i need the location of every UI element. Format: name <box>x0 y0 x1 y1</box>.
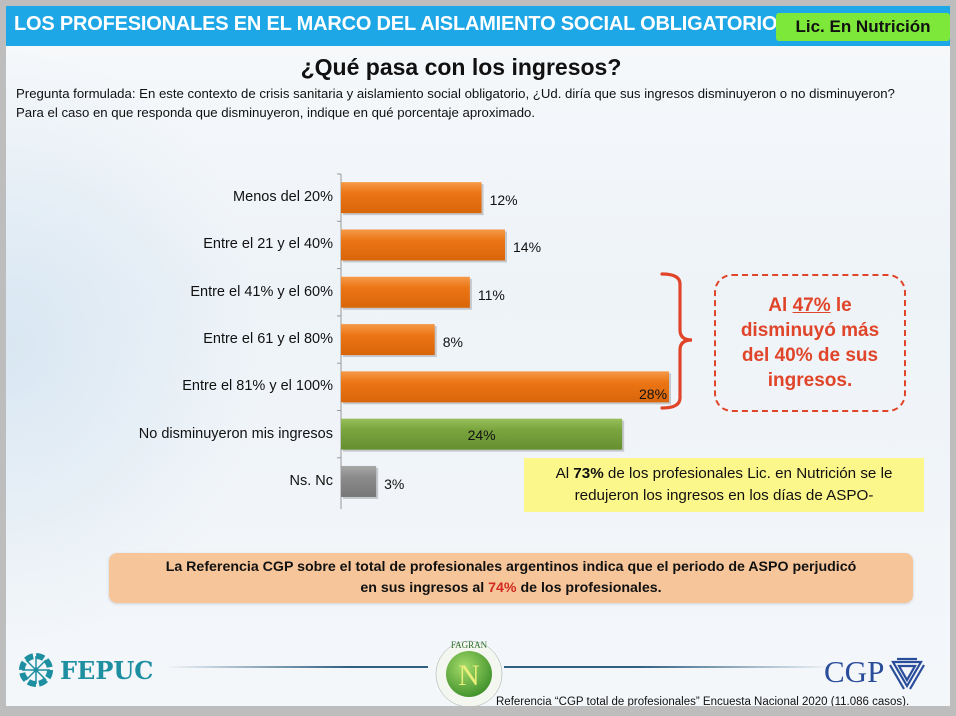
callout-line-3: del 40% de sus <box>741 345 879 366</box>
cgp-logo-text: CGP <box>824 654 885 689</box>
summary-highlight: 73% <box>573 465 604 482</box>
cgp-emblem-icon <box>889 657 926 690</box>
summary-line-2: redujeron los ingresos en los días de AS… <box>574 487 874 504</box>
category-label: No disminuyeron mis ingresos <box>138 425 333 442</box>
summary-note: Al 73% de los profesionales Lic. en Nutr… <box>524 458 924 512</box>
bar <box>341 465 377 497</box>
bracket-icon <box>660 272 693 410</box>
fepuc-wheel-icon <box>19 653 53 687</box>
category-label: Ns. Nc <box>289 472 334 489</box>
question-text: Pregunta formulada: En este contexto de … <box>16 86 895 120</box>
category-label: Entre el 81% y el 100% <box>182 378 333 395</box>
callout-line-2: disminuyó más <box>740 320 880 341</box>
bar <box>341 229 505 261</box>
category-label: Menos del 20% <box>233 189 333 206</box>
footer-divider-left <box>166 666 428 668</box>
fepuc-logo-text: FEPUC <box>60 655 154 685</box>
callout-line-1: Al 47% le <box>768 295 852 316</box>
category-label: Entre el 61 y el 80% <box>203 331 333 348</box>
value-label: 12% <box>489 192 518 209</box>
footer-divider-right <box>504 666 834 668</box>
value-label: 3% <box>384 475 405 492</box>
reference-line-2: en sus ingresos al 74% de los profesiona… <box>360 580 662 596</box>
category-label: Entre el 41% y el 60% <box>190 283 333 300</box>
footnote: Referencia “CGP total de profesionales” … <box>496 696 910 706</box>
header-bar: LOS PROFESIONALES EN EL MARCO DEL AISLAM… <box>6 6 950 46</box>
value-label: 28% <box>639 386 668 403</box>
svg-text:FAGRAN: FAGRAN <box>451 640 488 650</box>
callout-47-percent: Al 47% le disminuyó más del 40% de sus i… <box>714 274 906 412</box>
bar <box>341 182 482 214</box>
bar <box>341 418 623 450</box>
svg-text:N: N <box>458 659 480 692</box>
value-label: 24% <box>467 426 496 443</box>
bar <box>341 276 470 308</box>
summary-line-1: Al 73% de los profesionales Lic. en Nutr… <box>555 465 893 482</box>
value-label: 8% <box>442 334 463 351</box>
fepuc-logo: FEPUC <box>16 650 153 690</box>
callout-line-4: ingresos. <box>767 370 853 391</box>
slide: LOS PROFESIONALES EN EL MARCO DEL AISLAM… <box>6 6 950 706</box>
header-title: LOS PROFESIONALES EN EL MARCO DEL AISLAM… <box>14 13 778 35</box>
bar-chart <box>337 173 671 510</box>
profession-badge: Lic. En Nutrición <box>776 13 950 41</box>
page-title: ¿Qué pasa con los ingresos? <box>300 54 622 80</box>
value-label: 14% <box>513 239 542 256</box>
reference-box: La Referencia CGP sobre el total de prof… <box>109 553 913 603</box>
fagran-logo: N FAGRAN <box>431 634 507 706</box>
fagran-seal-icon: N FAGRAN <box>435 640 503 706</box>
bar <box>341 371 669 403</box>
callout-highlight: 47% <box>792 295 831 316</box>
reference-highlight: 74% <box>488 580 517 596</box>
bar <box>341 324 435 356</box>
category-label: Entre el 21 y el 40% <box>203 236 333 253</box>
reference-line-1: La Referencia CGP sobre el total de prof… <box>165 559 857 575</box>
cgp-logo: CGP <box>824 652 927 692</box>
value-label: 11% <box>477 286 505 303</box>
